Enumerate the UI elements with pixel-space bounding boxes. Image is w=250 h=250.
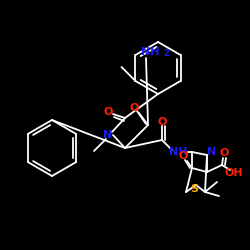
Text: NH: NH (169, 147, 187, 157)
Text: O: O (219, 148, 229, 158)
Text: 2: 2 (163, 50, 169, 58)
Text: O: O (178, 151, 188, 161)
Text: OH: OH (225, 168, 243, 178)
Text: S: S (190, 184, 198, 194)
Text: NH: NH (141, 47, 159, 57)
Text: N: N (104, 130, 112, 140)
Text: O: O (157, 117, 167, 127)
Text: O: O (103, 107, 113, 117)
Text: N: N (208, 147, 216, 157)
Text: O: O (129, 103, 139, 113)
